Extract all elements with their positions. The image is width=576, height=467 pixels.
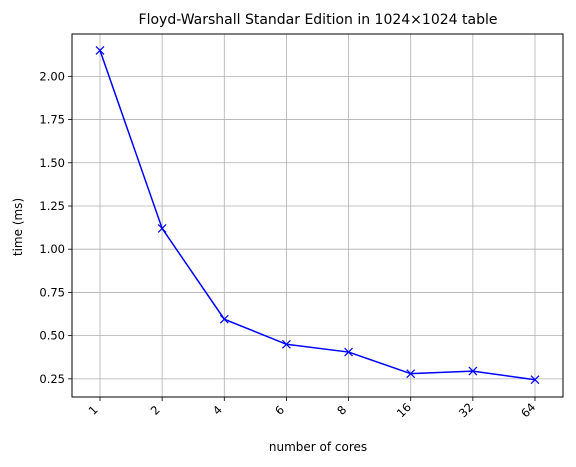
plot-area-frame	[72, 34, 563, 397]
x-axis-label: number of cores	[269, 440, 367, 454]
y-axis-label: time (ms)	[11, 198, 25, 256]
series-line	[100, 50, 535, 379]
y-tick-label: 0.25	[39, 372, 65, 386]
x-tick-label: 32	[456, 400, 476, 420]
x-tick-label: 2	[148, 403, 163, 418]
y-tick-label: 0.75	[39, 285, 65, 299]
x-tick-label: 1	[86, 403, 101, 418]
y-tick-label: 2.00	[39, 69, 65, 83]
grid	[72, 34, 563, 397]
y-tick-label: 1.75	[39, 113, 65, 127]
x-tick-label: 6	[272, 403, 287, 418]
y-tick-label: 1.25	[39, 199, 65, 213]
y-tick-label: 1.50	[39, 156, 65, 170]
x-tick-label: 64	[518, 400, 538, 420]
y-tick-label: 1.00	[39, 242, 65, 256]
y-tick-label: 0.50	[39, 329, 65, 343]
chart-title: Floyd-Warshall Standar Edition in 1024×1…	[139, 12, 498, 28]
x-tick-label: 16	[394, 400, 414, 420]
x-tick-label: 8	[334, 403, 349, 418]
x-tick-label: 4	[210, 403, 225, 418]
ticks: 1 2 4 6 8 16 32 64 0.25 0.50 0.75 1.00 1.25 1.50 1.75 2…	[39, 69, 538, 420]
